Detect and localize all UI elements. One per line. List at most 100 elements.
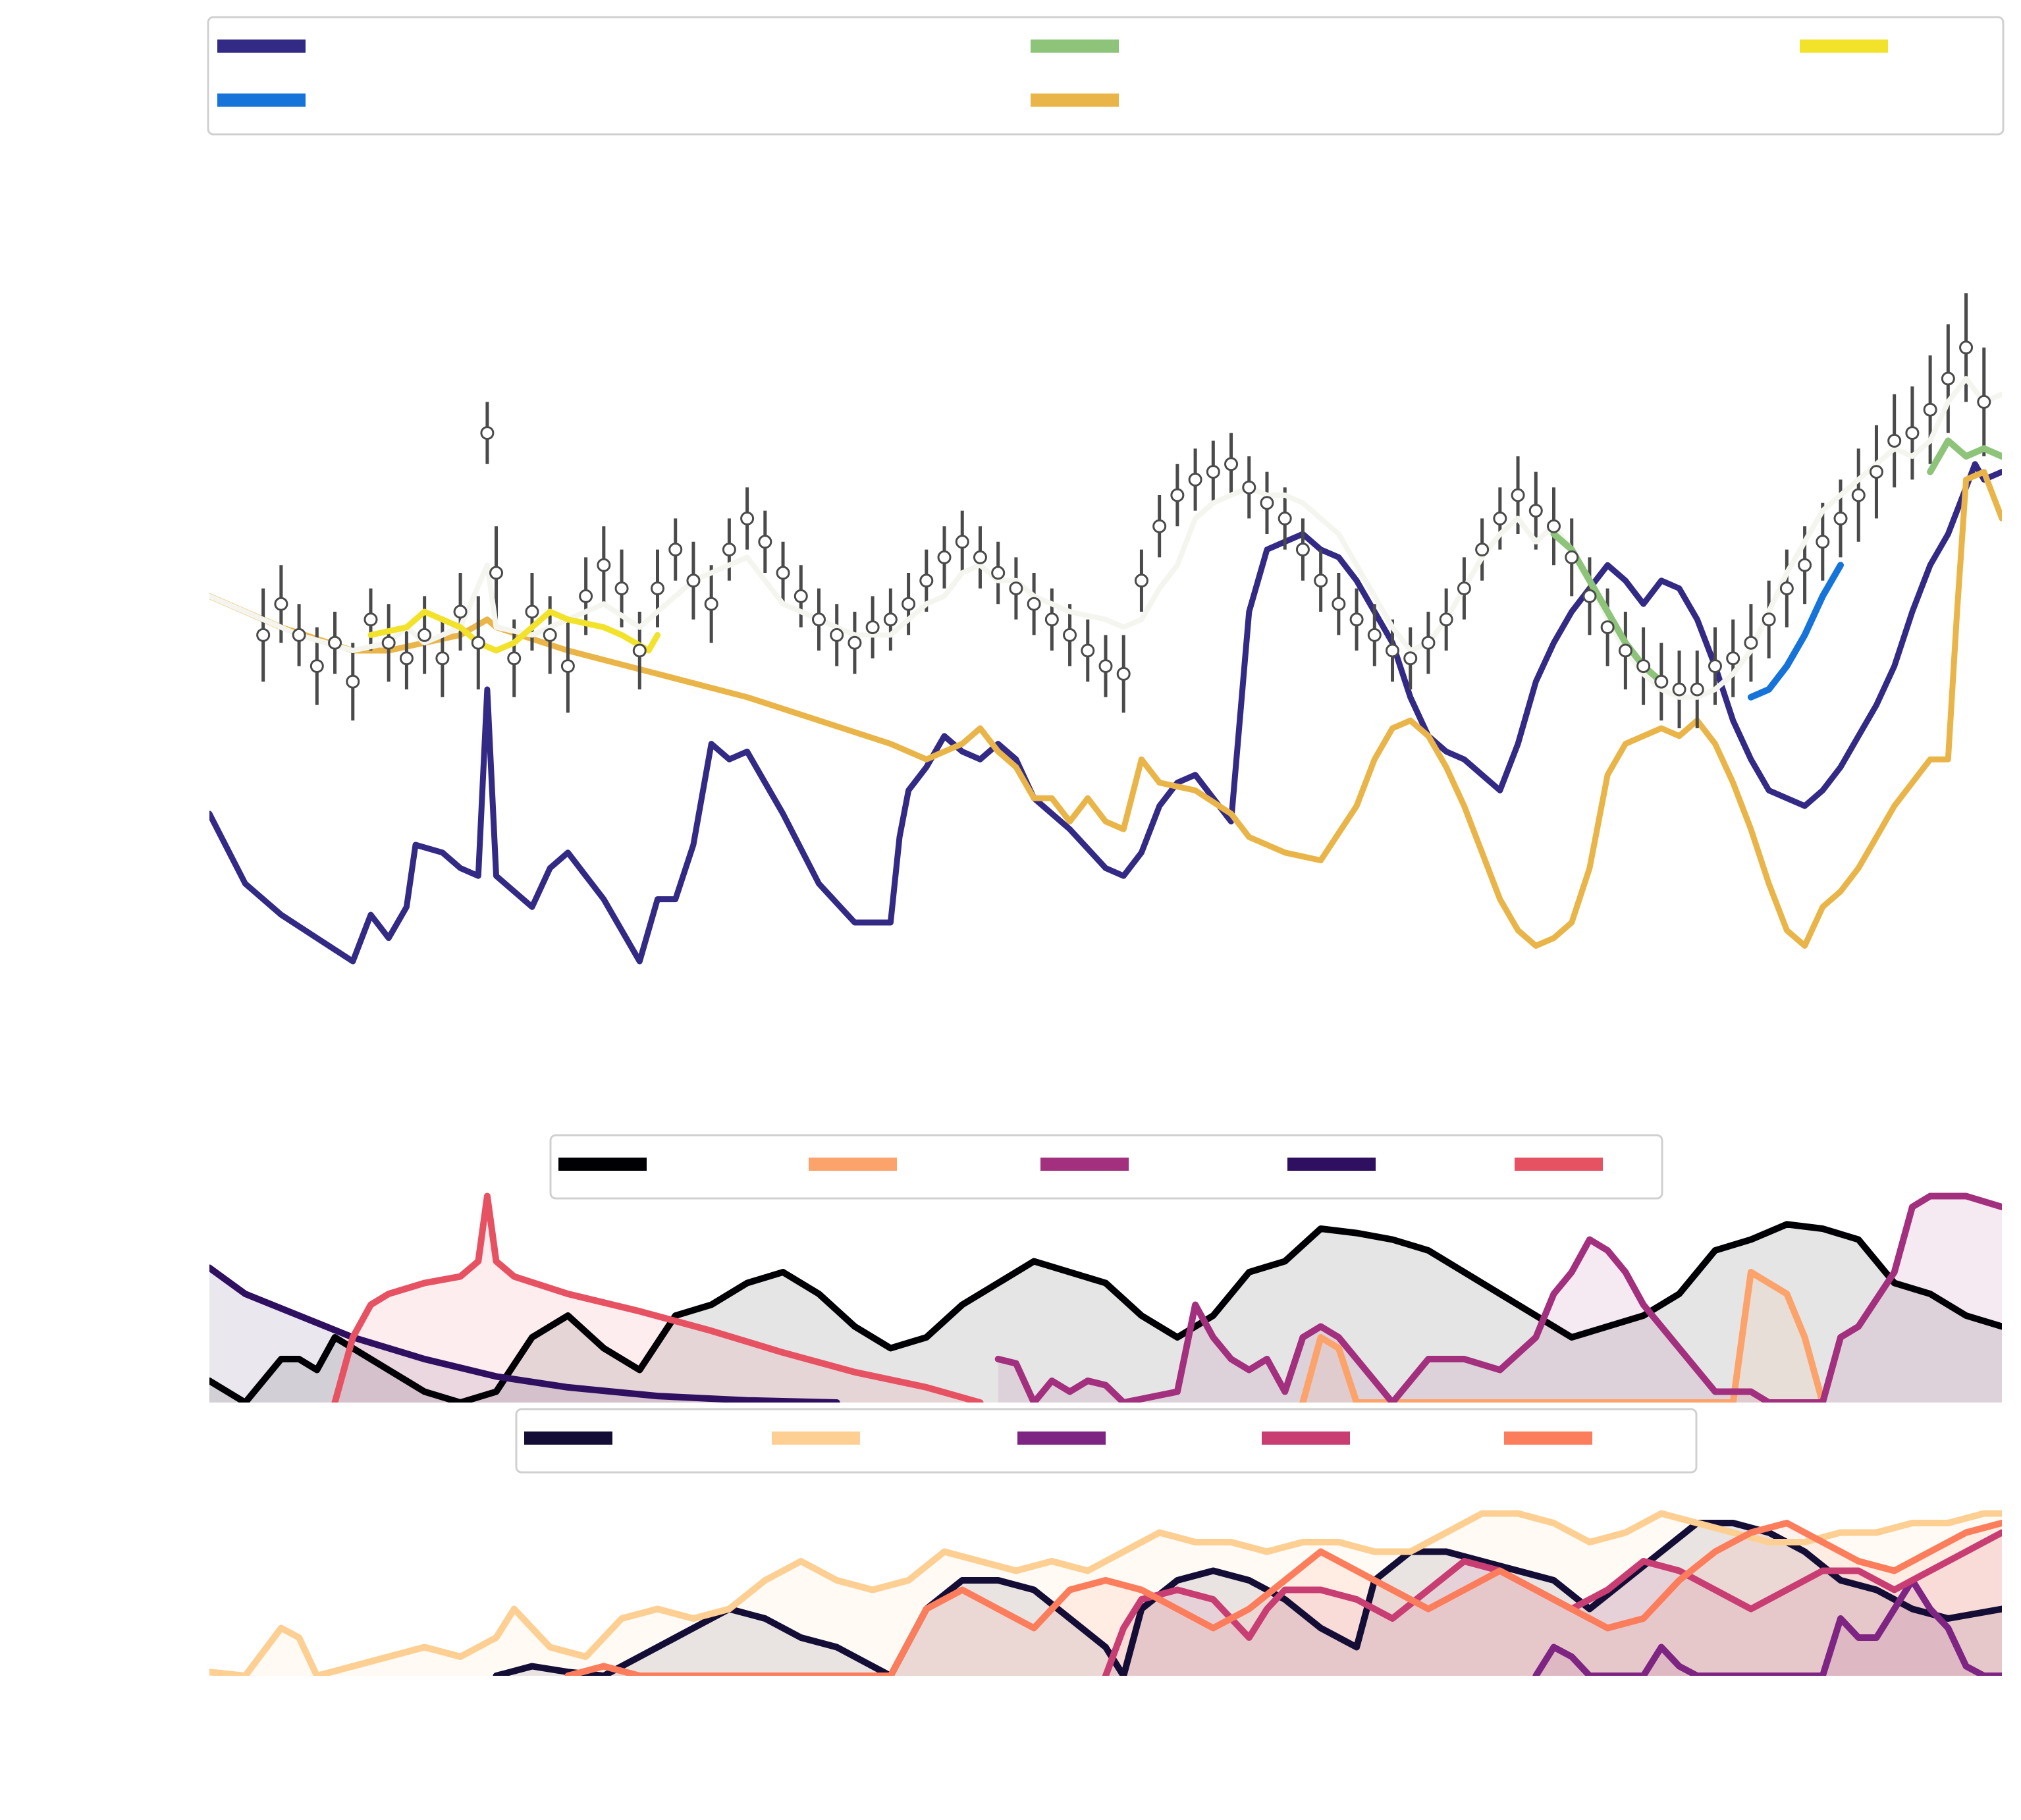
data-point-48 (1098, 659, 1113, 674)
data-point-24 (668, 543, 683, 557)
data-point-71 (1511, 488, 1525, 502)
data-point-78 (1636, 659, 1651, 674)
series-line-magenta (994, 1192, 2002, 1403)
data-point-40 (955, 535, 969, 549)
plot-area-2 (209, 1510, 2002, 1676)
series-line-white_fit (209, 376, 2002, 700)
data-point-92 (1887, 433, 1902, 448)
series-area-crimson (1106, 1532, 2002, 1676)
data-point-76 (1600, 620, 1615, 635)
data-point-69 (1475, 543, 1490, 557)
data-point-57 (1260, 496, 1274, 510)
data-point-93 (1905, 426, 1920, 441)
data-point-53 (1188, 472, 1202, 487)
data-point-13 (480, 426, 495, 441)
data-point-56 (1242, 480, 1256, 495)
data-point-51 (1152, 519, 1167, 533)
series-area-purple (1536, 1580, 2002, 1676)
data-point-75 (1582, 589, 1597, 603)
data-point-47 (1081, 643, 1095, 658)
series-area-light_peach (209, 1513, 2002, 1676)
data-point-0 (256, 628, 271, 642)
data-point-43 (1009, 581, 1023, 596)
series-line-darkest (493, 1520, 2002, 1676)
series-line-blue_seg (1747, 562, 1844, 701)
data-point-79 (1654, 674, 1669, 689)
data-point-95 (1941, 371, 1955, 386)
data-point-45 (1044, 612, 1059, 627)
data-point-29 (758, 535, 772, 549)
series-line-coral (331, 1192, 984, 1403)
data-point-21 (614, 581, 629, 596)
data-point-84 (1744, 635, 1758, 650)
data-point-4 (328, 635, 342, 650)
data-point-39 (937, 550, 952, 564)
data-point-1 (274, 597, 288, 611)
data-point-64 (1386, 643, 1400, 658)
data-point-38 (919, 574, 934, 588)
data-point-44 (1027, 597, 1041, 611)
data-point-26 (704, 597, 718, 611)
chart-panel-top (207, 16, 2005, 965)
data-point-28 (740, 511, 755, 525)
data-point-94 (1923, 402, 1937, 417)
data-point-73 (1547, 519, 1561, 533)
data-point-19 (579, 589, 593, 603)
data-point-97 (1977, 394, 1991, 409)
data-point-86 (1779, 581, 1794, 596)
data-point-82 (1708, 659, 1722, 674)
data-point-91 (1869, 465, 1883, 479)
plot-area-1 (209, 1192, 2002, 1403)
data-point-9 (418, 628, 432, 642)
data-point-42 (991, 566, 1006, 580)
data-point-80 (1672, 682, 1686, 697)
series-line-green_seg2 (1927, 437, 2002, 475)
data-point-60 (1314, 574, 1328, 588)
data-point-8 (399, 651, 414, 666)
data-point-34 (848, 635, 862, 650)
series-area-indigo (209, 1268, 837, 1403)
data-point-37 (902, 597, 916, 611)
legend-box-top (207, 16, 2005, 136)
data-point-17 (543, 628, 557, 642)
data-point-22 (632, 643, 647, 658)
data-point-10 (435, 651, 450, 666)
data-point-88 (1816, 535, 1830, 549)
data-point-49 (1116, 666, 1131, 681)
data-point-36 (883, 612, 898, 627)
data-point-25 (686, 574, 701, 588)
series-area-darkest (496, 1523, 2002, 1676)
series-line-salmon (564, 1520, 2002, 1676)
data-point-74 (1565, 550, 1579, 564)
series-line-light_peach (209, 1510, 2002, 1676)
data-point-70 (1493, 511, 1507, 525)
series-line-main_navy (209, 461, 2002, 965)
data-point-12 (471, 635, 485, 650)
data-point-87 (1798, 558, 1812, 572)
chart-panel-middle (209, 1134, 2002, 1403)
data-point-58 (1278, 511, 1292, 525)
series-area-black (209, 1224, 2002, 1403)
series-line-black (209, 1221, 2002, 1403)
chart-panel-bottom (209, 1408, 2002, 1676)
data-point-11 (453, 604, 468, 619)
data-point-41 (973, 550, 987, 564)
data-point-23 (651, 581, 664, 596)
data-point-2 (292, 628, 306, 642)
data-point-31 (794, 589, 808, 603)
legend-box-panel-2 (515, 1408, 1698, 1474)
data-point-67 (1439, 612, 1453, 627)
data-point-59 (1295, 543, 1310, 557)
data-point-50 (1134, 574, 1148, 588)
data-point-77 (1618, 643, 1632, 658)
data-point-18 (560, 659, 575, 674)
data-point-85 (1762, 612, 1776, 627)
data-point-68 (1457, 581, 1471, 596)
data-point-83 (1726, 651, 1740, 666)
data-point-62 (1349, 612, 1364, 627)
data-point-35 (865, 620, 880, 635)
data-point-81 (1690, 682, 1704, 697)
data-point-65 (1403, 651, 1418, 666)
data-point-61 (1332, 597, 1346, 611)
